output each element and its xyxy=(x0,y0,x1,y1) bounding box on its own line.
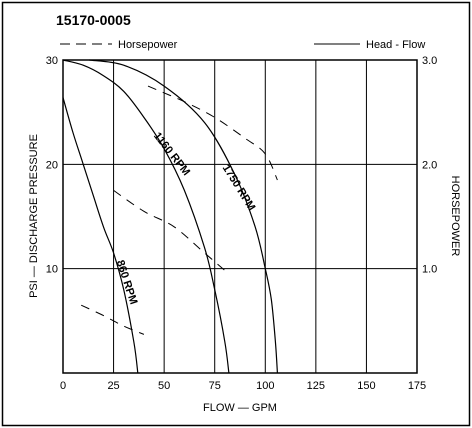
x-tick-label: 175 xyxy=(408,380,426,392)
horsepower-curve-1750 xyxy=(147,85,278,181)
y2-tick-label: 1.0 xyxy=(422,264,437,276)
x-tick-label: 75 xyxy=(209,380,221,392)
x-tick-label: 50 xyxy=(158,380,170,392)
y-tick-label: 10 xyxy=(46,264,58,276)
y2-tick-label: 2.0 xyxy=(422,159,437,171)
head-flow-curve-1750 xyxy=(89,59,278,374)
head-flow-curve-860 xyxy=(62,97,139,374)
x-tick-label: 125 xyxy=(307,380,325,392)
legend-horsepower-label: Horsepower xyxy=(118,39,178,51)
legend-head-flow-label: Head - Flow xyxy=(366,39,425,51)
plot-area xyxy=(62,59,418,374)
x-tick-label: 25 xyxy=(107,380,119,392)
head-flow-curve-1160 xyxy=(62,59,230,374)
x-tick-label: 0 xyxy=(60,380,66,392)
x-tick-label: 100 xyxy=(256,380,274,392)
y-axis-label: PSI — DISCHARGE PRESSURE xyxy=(28,134,40,298)
y2-tick-label: 3.0 xyxy=(422,55,437,67)
horsepower-curve-1160 xyxy=(113,189,230,275)
x-tick-label: 150 xyxy=(357,380,375,392)
x-axis-label: FLOW — GPM xyxy=(203,402,277,414)
legend-head-flow: Head - Flow xyxy=(314,39,425,51)
y-tick-label: 20 xyxy=(46,159,58,171)
tick-labels: 0 25 50 75 100 125 150 175 10 20 30 1.0 2.0 3.0 xyxy=(46,55,438,392)
chart-title: 15170-0005 xyxy=(56,12,131,28)
y2-axis-label: HORSEPOWER xyxy=(449,176,461,257)
legend-horsepower: Horsepower xyxy=(60,39,178,51)
y-tick-label: 30 xyxy=(46,55,58,67)
horsepower-curve-860 xyxy=(80,304,145,335)
curves xyxy=(62,59,278,374)
